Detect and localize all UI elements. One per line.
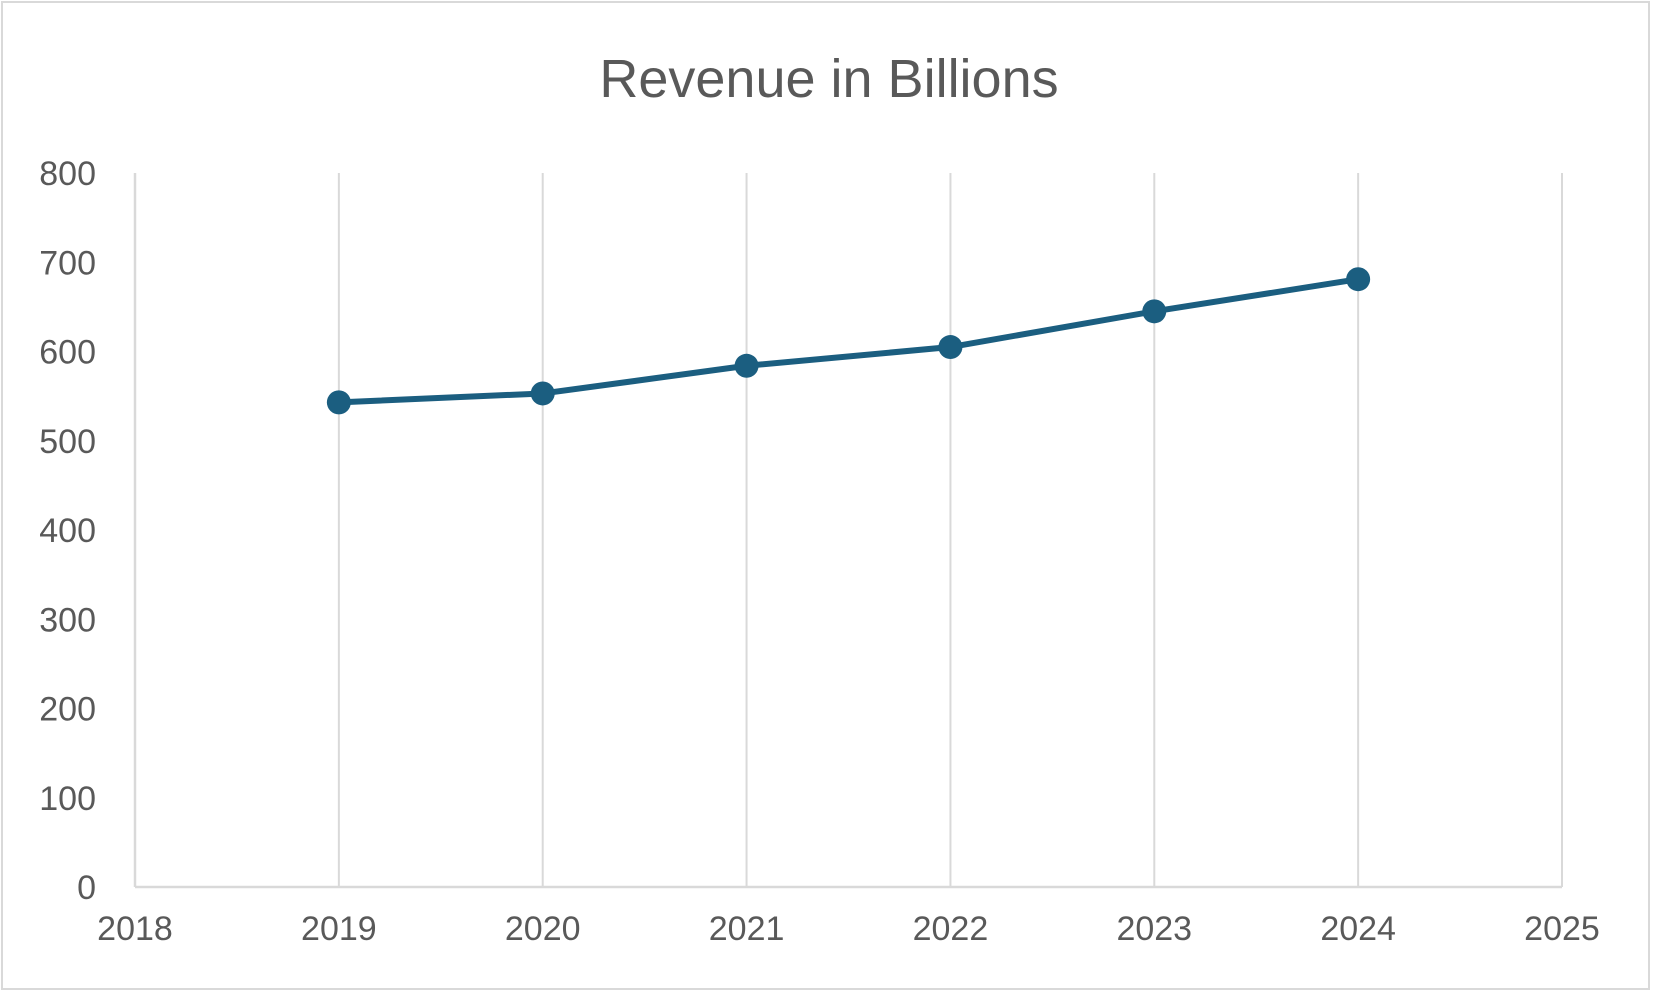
y-axis-tick-labels: 0 100 200 300 400 500 600 700 800	[39, 155, 96, 907]
y-tick-label-0: 0	[77, 869, 96, 907]
data-point-2023	[1142, 299, 1167, 324]
data-point-2020	[530, 381, 555, 406]
axes	[133, 173, 1562, 889]
x-tick-label-2019: 2019	[301, 910, 377, 948]
series-layer	[326, 267, 1371, 415]
gridlines	[337, 173, 1563, 887]
data-point-2019	[326, 390, 351, 415]
x-axis-tick-labels: 2018 2019 2020 2021 2022 2023 2024 2025	[97, 910, 1600, 948]
x-tick-label-2020: 2020	[505, 910, 581, 948]
y-tick-label-800: 800	[39, 155, 96, 193]
data-point-2021	[734, 353, 759, 378]
x-tick-label-2024: 2024	[1320, 910, 1396, 948]
y-tick-label-200: 200	[39, 691, 96, 729]
y-tick-label-600: 600	[39, 334, 96, 372]
x-tick-label-2021: 2021	[709, 910, 785, 948]
data-point-2024	[1346, 267, 1371, 292]
y-tick-label-300: 300	[39, 601, 96, 639]
x-tick-label-2025: 2025	[1524, 910, 1600, 948]
data-point-2022	[938, 335, 963, 360]
line-chart: Revenue in Billions 0 100 200 300 400 500 600 7…	[39, 49, 1600, 948]
series-line-0	[335, 276, 1362, 406]
chart-title: Revenue in Billions	[599, 49, 1058, 109]
x-tick-label-2018: 2018	[97, 910, 173, 948]
y-tick-label-700: 700	[39, 244, 96, 282]
x-tick-label-2022: 2022	[913, 910, 989, 948]
y-tick-label-400: 400	[39, 512, 96, 550]
x-tick-label-2023: 2023	[1116, 910, 1192, 948]
y-tick-label-500: 500	[39, 423, 96, 461]
y-tick-label-100: 100	[39, 780, 96, 818]
